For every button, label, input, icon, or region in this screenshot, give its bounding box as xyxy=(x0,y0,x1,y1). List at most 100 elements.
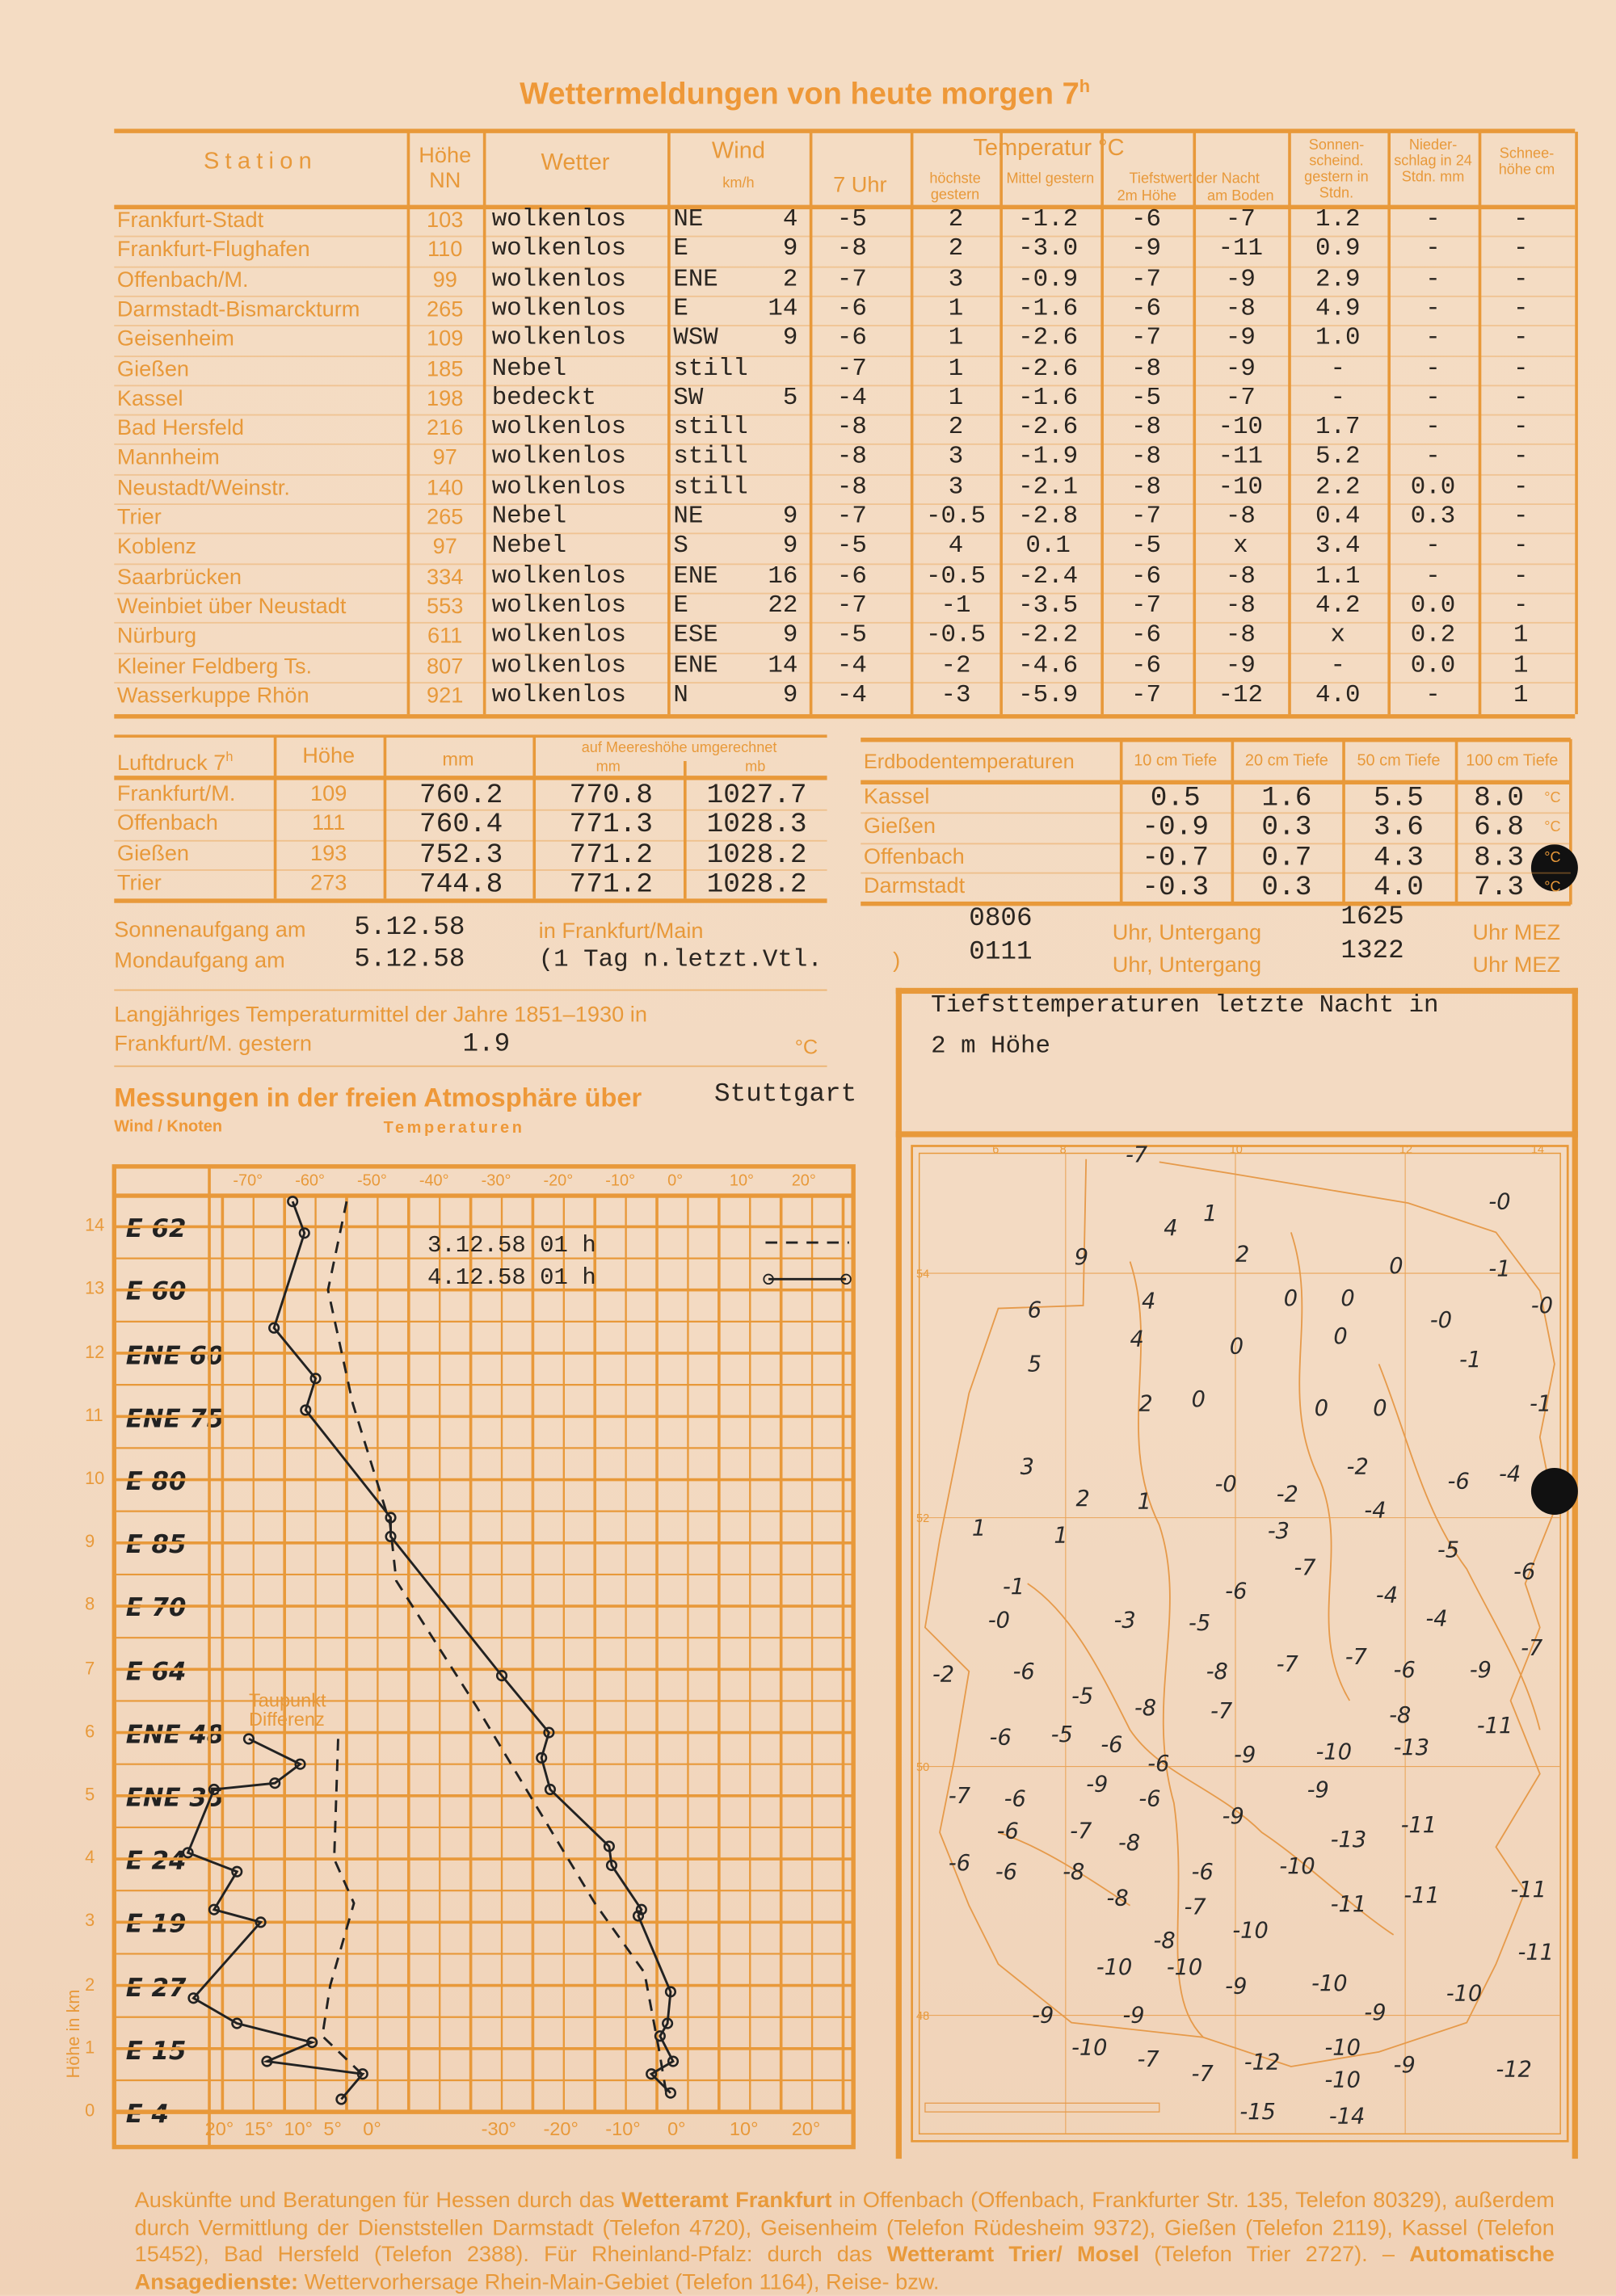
table-cell: 4 xyxy=(948,532,964,561)
table-cell: -8 xyxy=(836,414,867,443)
luftdruck-header-meer-mm: mm xyxy=(595,759,621,776)
map-temperature-value: -6 xyxy=(1100,1731,1123,1758)
table-cell: WSW xyxy=(673,325,718,353)
luftdruck-cell: 771.2 xyxy=(569,868,653,900)
table-cell: 216 xyxy=(427,415,464,441)
header-niederschlag: Nieder- schlag in 24 Stdn. mm xyxy=(1394,137,1472,187)
map-lon-tick: 6 xyxy=(992,1142,999,1157)
dewpoint-profile-solid-point xyxy=(356,2068,368,2080)
dewpoint-profile-solid-point xyxy=(335,2093,347,2105)
bottom-tick-temperature: -10° xyxy=(605,2117,641,2140)
map-temperature-value: -4 xyxy=(1375,1582,1399,1608)
map-temperature-value: 0 xyxy=(1389,1252,1403,1280)
map-title-line2: 2 m Höhe xyxy=(931,1032,1051,1062)
map-temperature-value: -6 xyxy=(1393,1656,1416,1684)
table-cell: -11 xyxy=(1218,444,1264,473)
table-cell: - xyxy=(1513,592,1529,620)
map-temperature-value: -11 xyxy=(1403,1882,1440,1909)
map-temperature-value: 3 xyxy=(1020,1453,1034,1480)
map-temperature-value: -0 xyxy=(1429,1306,1453,1334)
map-temperature-value: -8 xyxy=(1106,1885,1129,1911)
temperature-profile-solid xyxy=(272,1201,675,2094)
map-temperature-value: -5 xyxy=(1071,1683,1094,1709)
wind-label: E 24 xyxy=(125,1847,187,1877)
germany-map xyxy=(911,1145,1569,2143)
table-cell: -2.4 xyxy=(1018,562,1079,591)
table-cell: wolkenlos xyxy=(491,444,627,473)
map-temperature-value: -3 xyxy=(1113,1607,1136,1634)
table-cell: -11 xyxy=(1218,236,1264,264)
luftdruck-header-hoehe: Höhe xyxy=(302,743,356,769)
row-divider xyxy=(114,652,1576,654)
map-temperature-value: -11 xyxy=(1476,1712,1513,1739)
temperature-profile-solid-point xyxy=(544,1783,556,1796)
map-temperature-value: -0 xyxy=(987,1607,1010,1634)
wind-label: E 62 xyxy=(125,1214,187,1245)
dewpoint-profile-solid-point xyxy=(208,1903,220,1915)
table-cell: - xyxy=(1330,385,1346,413)
table-cell: - xyxy=(1513,444,1529,473)
table-cell: 185 xyxy=(427,356,464,381)
map-temperature-value: -1 xyxy=(1530,1390,1552,1417)
table-cell: wolkenlos xyxy=(491,295,627,324)
row-divider xyxy=(114,681,1576,683)
erdboden-cell: Kassel xyxy=(863,784,930,809)
table-cell: Mannheim xyxy=(116,445,220,471)
map-temperature-value: -9 xyxy=(1364,1999,1387,2026)
table-cell: E xyxy=(673,236,688,264)
header-sonne: Sonnen- scheind. gestern in Stdn. xyxy=(1304,137,1369,202)
table-cell: 2 xyxy=(948,206,964,234)
table-cell: 9 xyxy=(782,325,798,353)
table-cell: -7 xyxy=(1225,385,1256,413)
table-cell: Trier xyxy=(116,504,162,530)
sonnenaufgang-label: Sonnenaufgang am xyxy=(114,917,306,943)
luftdruck-cell: 744.8 xyxy=(419,868,503,900)
map-temperature-value: -7 xyxy=(1521,1634,1543,1662)
page-title: Wettermeldungen von heute morgen 7h xyxy=(520,76,1090,112)
luftdruck-cell: Trier xyxy=(116,870,162,896)
height-tick: 6 xyxy=(85,1721,95,1742)
map-temperature-value: 2 xyxy=(1075,1485,1090,1512)
langjaehrig-value: 1.9 xyxy=(462,1030,511,1060)
table-cell: 198 xyxy=(427,385,464,411)
table-cell: - xyxy=(1425,532,1441,561)
table-cell: -7 xyxy=(1130,681,1161,710)
table-cell: -8 xyxy=(1130,355,1161,383)
map-temperature-value: -5 xyxy=(1189,1609,1211,1637)
sun-mez-label: Uhr MEZ xyxy=(1472,920,1561,946)
legend-solid-label: 4.12.58 01 h xyxy=(427,1264,596,1291)
table-cell: -6 xyxy=(1130,295,1161,324)
height-tick: 11 xyxy=(85,1404,103,1426)
erdboden-cell: -0.3 xyxy=(1142,870,1210,903)
temperature-profile-solid-point xyxy=(268,1322,280,1334)
map-temperature-value: -10 xyxy=(1096,1953,1133,1981)
table-cell: -4.6 xyxy=(1018,652,1079,680)
height-tick: 10 xyxy=(85,1468,105,1489)
temperature-profile-solid-point xyxy=(298,1227,310,1239)
wind-label: E 80 xyxy=(125,1468,187,1498)
table-cell: 99 xyxy=(432,267,457,292)
map-temperature-value: 4 xyxy=(1142,1288,1156,1314)
table-cell: Nürburg xyxy=(116,624,197,649)
wind-label: ENE 75 xyxy=(125,1404,225,1434)
table-cell: -6 xyxy=(1130,562,1161,591)
table-cell: bedeckt xyxy=(491,385,597,413)
erdboden-header-10: 10 cm Tiefe xyxy=(1134,752,1218,770)
row-divider xyxy=(114,385,1576,386)
temperature-profile-dashed xyxy=(326,1201,667,2093)
map-temperature-value: -7 xyxy=(1137,2046,1159,2073)
table-cell: 4.0 xyxy=(1315,681,1361,710)
dewpoint-profile-dashed xyxy=(321,1739,363,2075)
header-wind-unit: km/h xyxy=(722,175,755,192)
table-cell: - xyxy=(1425,414,1441,443)
legend-point xyxy=(840,1273,852,1285)
table-cell: Kassel xyxy=(116,385,183,411)
table-cell: 2 xyxy=(782,265,798,294)
temperature-profile-solid-point xyxy=(385,1530,397,1543)
top-tick: 0° xyxy=(667,1172,684,1190)
table-cell: -2.8 xyxy=(1018,503,1079,532)
erdboden-header-50: 50 cm Tiefe xyxy=(1357,752,1441,770)
table-cell: -1.2 xyxy=(1018,206,1079,234)
footer-part: (Telefon Trier 2727). – xyxy=(1139,2242,1410,2268)
map-temperature-value: -7 xyxy=(1191,2060,1214,2088)
